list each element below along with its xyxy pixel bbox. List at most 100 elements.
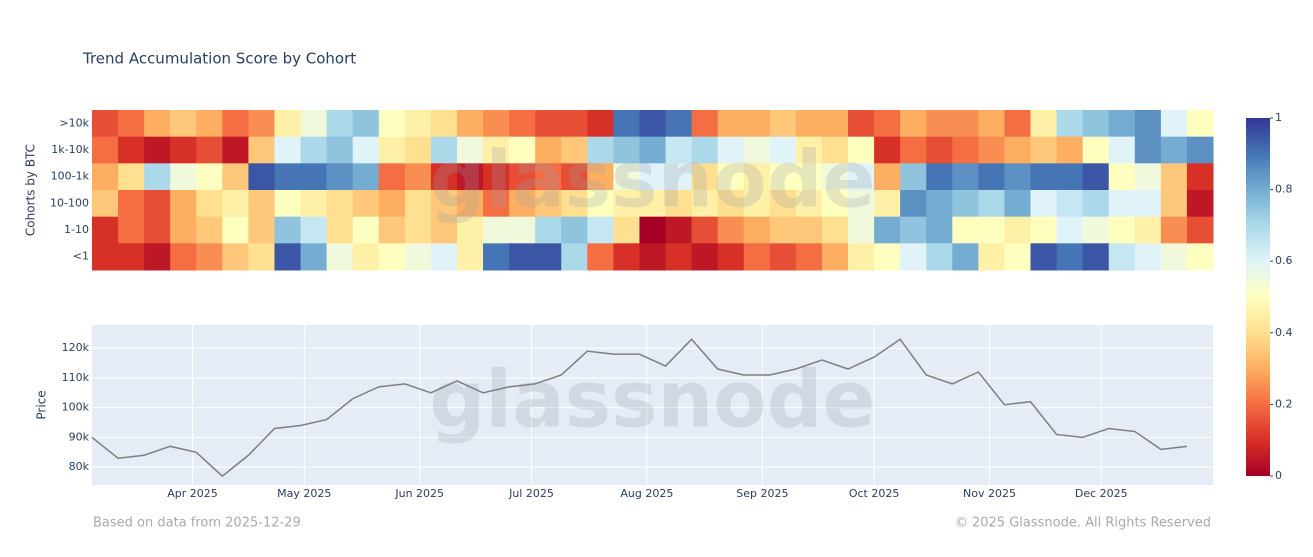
heatmap-cell — [1186, 216, 1214, 244]
heatmap-cell — [1108, 190, 1136, 218]
heatmap-cell — [509, 190, 536, 218]
heatmap-cell — [509, 163, 536, 191]
heatmap-cell — [665, 243, 693, 271]
heatmap-cell — [144, 136, 171, 164]
heatmap-cell — [1082, 110, 1110, 138]
heatmap-cell — [613, 110, 640, 138]
y-tick-label: 100-1k — [51, 170, 90, 183]
heatmap-cell — [222, 243, 249, 271]
heatmap-cell — [196, 190, 223, 218]
heatmap-cell — [144, 216, 171, 244]
heatmap-cell — [222, 216, 249, 244]
heatmap-cell — [848, 243, 875, 271]
heatmap-cell — [795, 110, 823, 138]
heatmap-cell — [1160, 216, 1188, 244]
heatmap-cell — [535, 216, 562, 244]
heatmap-cell — [561, 190, 588, 218]
heatmap-cell — [587, 136, 614, 164]
heatmap-cell — [1160, 163, 1188, 191]
plot-background — [92, 325, 1213, 485]
heatmap-cell — [483, 190, 510, 218]
heatmap-cell — [691, 110, 719, 138]
heatmap-cell — [978, 163, 1005, 191]
colorbar-tick-label: 0.8 — [1275, 183, 1293, 196]
heatmap-cell — [483, 136, 510, 164]
heatmap-cell — [378, 110, 406, 138]
x-tick-label: Sep 2025 — [736, 487, 788, 500]
heatmap-cell — [717, 243, 745, 271]
footer-copyright: © 2025 Glassnode. All Rights Reserved — [955, 516, 1211, 531]
heatmap-cell — [352, 190, 380, 218]
heatmap-cell — [1134, 190, 1162, 218]
heatmap-cell — [613, 243, 640, 271]
heatmap-cell — [509, 136, 536, 164]
heatmap-cell — [1108, 136, 1136, 164]
heatmap-cell — [1160, 136, 1188, 164]
heatmap-cell — [639, 136, 667, 164]
heatmap-cell — [118, 216, 145, 244]
heatmap-cell — [300, 216, 328, 244]
chart-title: Trend Accumulation Score by Cohort — [82, 50, 356, 68]
heatmap-cell — [613, 190, 640, 218]
heatmap-cell — [926, 110, 953, 138]
heatmap-cell — [795, 136, 823, 164]
heatmap-cell — [456, 216, 484, 244]
heatmap-cell — [900, 110, 927, 138]
heatmap-cell — [1134, 136, 1162, 164]
heatmap-cell — [352, 136, 380, 164]
heatmap-cell — [456, 243, 484, 271]
heatmap-cell — [717, 136, 745, 164]
heatmap-cell — [1108, 243, 1136, 271]
heatmap-cell — [952, 110, 979, 138]
heatmap-cell — [300, 190, 328, 218]
heatmap-cell — [1160, 243, 1188, 271]
heatmap-cell — [1030, 136, 1058, 164]
heatmap-cell — [1134, 216, 1162, 244]
heatmap-cell — [795, 216, 823, 244]
heatmap-cell — [613, 163, 640, 191]
colorbar-tick-label: 0.2 — [1275, 397, 1293, 410]
heatmap-cell — [170, 110, 197, 138]
heatmap-cell — [561, 243, 588, 271]
heatmap-cell — [821, 110, 849, 138]
heatmap-cell — [1030, 110, 1058, 138]
heatmap-cell — [509, 110, 536, 138]
heatmap-cell — [639, 110, 667, 138]
heatmap-cell — [821, 216, 849, 244]
heatmap-cell — [118, 190, 145, 218]
heatmap-cell — [352, 216, 380, 244]
heatmap-cell — [118, 243, 145, 271]
heatmap-cell — [821, 136, 849, 164]
y-axis-label: Price — [35, 390, 49, 419]
heatmap-cell — [821, 243, 849, 271]
heatmap-cell — [483, 243, 510, 271]
heatmap-cell — [1056, 190, 1084, 218]
heatmap-cell — [274, 243, 302, 271]
heatmap-cell — [430, 216, 458, 244]
heatmap-cell — [535, 190, 562, 218]
heatmap-cell — [1030, 216, 1058, 244]
heatmap-cell — [1056, 136, 1084, 164]
x-tick-label: Nov 2025 — [963, 487, 1016, 500]
colorbar — [1246, 118, 1270, 476]
heatmap-cell — [1004, 163, 1032, 191]
heatmap-cell — [509, 243, 536, 271]
heatmap-cell — [170, 216, 197, 244]
heatmap-cell — [900, 163, 927, 191]
y-tick-label: 10-100 — [50, 196, 89, 209]
heatmap-cell — [456, 163, 484, 191]
heatmap-cell — [1004, 136, 1032, 164]
heatmap-cell — [222, 163, 249, 191]
heatmap-cell — [665, 216, 693, 244]
heatmap-cell — [456, 136, 484, 164]
heatmap-cell — [561, 216, 588, 244]
heatmap-cell — [743, 190, 771, 218]
heatmap-cell — [274, 216, 302, 244]
heatmap-cell — [1186, 243, 1214, 271]
x-tick-label: May 2025 — [277, 487, 331, 500]
heatmap-cell — [1082, 190, 1110, 218]
y-axis-label: Cohorts by BTC — [24, 144, 38, 236]
y-tick-label: 120k — [62, 341, 90, 354]
y-tick-label: 100k — [62, 401, 90, 414]
